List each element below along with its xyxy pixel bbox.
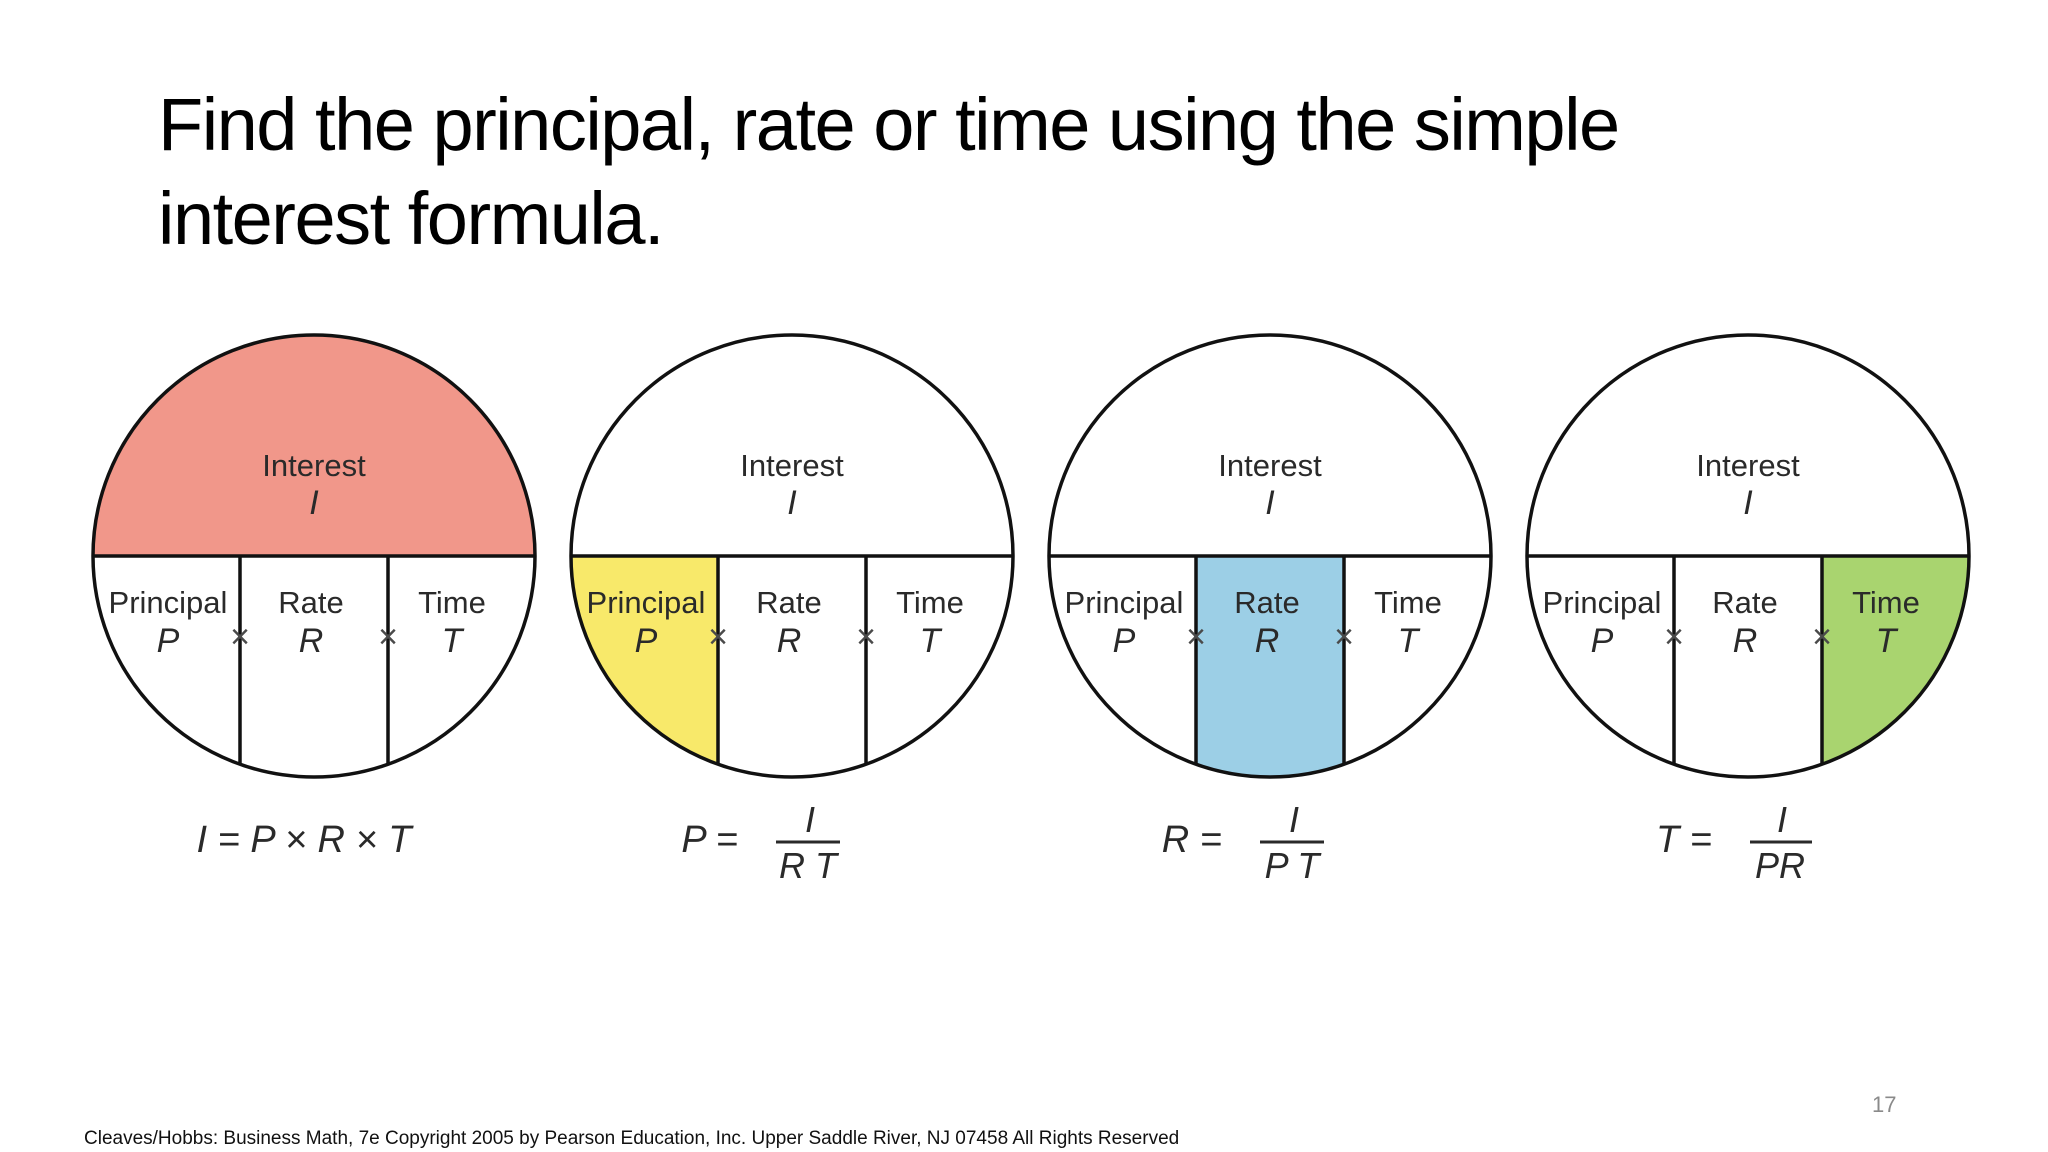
time-label: Time [896, 585, 964, 620]
times-sign: × [378, 618, 398, 656]
circle-outline [91, 333, 537, 779]
circle-principal-highlight: Interest I Principal P Rate R Time T × ×… [569, 333, 1015, 886]
principal-symbol: P [1113, 622, 1136, 660]
circle-outline [569, 333, 1015, 779]
formula-time-denominator: PR [1755, 845, 1805, 886]
time-label: Time [1374, 585, 1442, 620]
principal-label: Principal [109, 585, 228, 620]
principal-symbol: P [157, 622, 180, 660]
times-sign: × [1186, 618, 1206, 656]
interest-symbol: I [309, 484, 319, 522]
page-number: 17 [1872, 1092, 1897, 1117]
time-label: Time [418, 585, 486, 620]
principal-symbol: P [1591, 622, 1614, 660]
principal-label: Principal [587, 585, 706, 620]
circle-rate-highlight: Interest I Principal P Rate R Time T × ×… [1047, 333, 1493, 886]
principal-label: Principal [1065, 585, 1184, 620]
times-sign: × [856, 618, 876, 656]
rate-symbol: R [1733, 622, 1758, 660]
times-sign: × [708, 618, 728, 656]
formula-principal-denominator: R T [779, 845, 840, 886]
principal-label: Principal [1543, 585, 1662, 620]
interest-symbol: I [787, 484, 797, 522]
time-symbol: T [1398, 622, 1421, 660]
times-sign: × [230, 618, 250, 656]
formula-principal-numerator: I [805, 799, 815, 840]
time-symbol: T [442, 622, 465, 660]
times-sign: × [1664, 618, 1684, 656]
interest-label: Interest [1696, 448, 1800, 483]
interest-symbol: I [1743, 484, 1753, 522]
slide-title: Find the principal, rate or time using t… [158, 83, 1620, 260]
interest-symbol: I [1265, 484, 1275, 522]
principal-symbol: P [635, 622, 658, 660]
rate-symbol: R [1255, 622, 1280, 660]
circle-outline [1047, 333, 1493, 779]
time-symbol: T [1876, 622, 1899, 660]
footer-credit: Cleaves/Hobbs: Business Math, 7e Copyrig… [84, 1128, 1180, 1149]
rate-label: Rate [278, 585, 343, 620]
circle-interest-highlight: Interest I Principal P Rate R Time T × ×… [91, 333, 537, 861]
circle-outline [1525, 333, 1971, 779]
times-sign: × [1334, 618, 1354, 656]
formula-principal-lhs: P = [681, 819, 738, 861]
interest-label: Interest [740, 448, 844, 483]
formula-interest: I = P × R × T [196, 819, 414, 861]
interest-label: Interest [262, 448, 366, 483]
interest-label: Interest [1218, 448, 1322, 483]
interest-highlight-fill [93, 335, 535, 556]
rate-highlight-fill [1196, 556, 1344, 777]
formula-rate-lhs: R = [1162, 819, 1222, 861]
rate-symbol: R [299, 622, 324, 660]
formula-rate-denominator: P T [1265, 845, 1323, 886]
rate-label: Rate [1712, 585, 1777, 620]
rate-label: Rate [756, 585, 821, 620]
time-label: Time [1852, 585, 1920, 620]
formula-time-lhs: T = [1656, 819, 1712, 861]
times-sign: × [1812, 618, 1832, 656]
formula-time-numerator: I [1777, 799, 1787, 840]
formula-rate-numerator: I [1289, 799, 1299, 840]
rate-symbol: R [777, 622, 802, 660]
circle-time-highlight: Interest I Principal P Rate R Time T × ×… [1525, 333, 1971, 886]
rate-label: Rate [1234, 585, 1299, 620]
time-symbol: T [920, 622, 943, 660]
